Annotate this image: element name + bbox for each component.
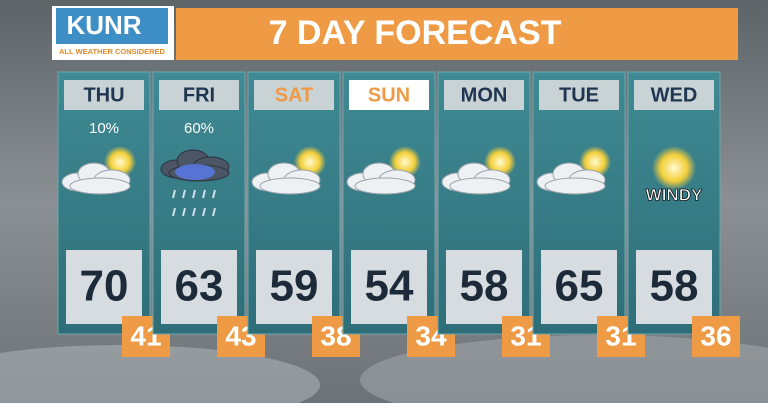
cloud-puff <box>69 177 131 195</box>
weather-note: WINDY <box>646 185 703 204</box>
sun <box>652 146 696 190</box>
day-label-box <box>64 80 144 110</box>
rain-drop <box>182 189 186 199</box>
precip: 10% <box>89 120 119 137</box>
precip: 60% <box>184 120 214 137</box>
high-temp: 58 <box>650 262 699 311</box>
rain-drop <box>202 189 206 199</box>
day-name: TUE <box>559 84 599 106</box>
day-name: SAT <box>275 84 314 106</box>
rain-drop <box>212 207 216 217</box>
high-box <box>446 250 522 324</box>
cloud-bg <box>360 335 768 408</box>
logo-band <box>56 8 168 44</box>
high-temp: 65 <box>555 262 604 311</box>
high-box <box>161 250 237 324</box>
high-box <box>66 250 142 324</box>
rain-drop <box>172 207 176 217</box>
day-label-box <box>634 80 714 110</box>
cloud-puff <box>259 177 321 195</box>
title: 7 DAY FORECAST <box>269 14 562 52</box>
day-label-box <box>254 80 334 110</box>
day-name: FRI <box>183 84 215 106</box>
rain-drop <box>202 207 206 217</box>
high-temp: 54 <box>365 262 414 311</box>
low-box <box>692 316 740 357</box>
title-bar <box>176 8 738 60</box>
rain-drop <box>192 189 196 199</box>
cloud-puff <box>544 177 606 195</box>
high-temp: 58 <box>460 262 509 311</box>
day-name: THU <box>83 84 124 106</box>
high-box <box>541 250 617 324</box>
high-temp: 59 <box>270 262 319 311</box>
rain-drop <box>192 207 196 217</box>
day-name: SUN <box>368 84 410 106</box>
day-label-box <box>539 80 619 110</box>
day-label-box <box>159 80 239 110</box>
logo-name: KUNR <box>66 10 141 40</box>
high-temp: 70 <box>80 262 129 311</box>
day-label-box <box>349 80 429 110</box>
rain-drop <box>172 189 176 199</box>
rain-drop <box>182 207 186 217</box>
high-temp: 63 <box>175 262 224 311</box>
cloud-puff <box>354 177 416 195</box>
cloud-puff <box>449 177 511 195</box>
low-temp: 36 <box>700 320 731 351</box>
high-box <box>351 250 427 324</box>
high-box <box>636 250 712 324</box>
cloud-bg <box>0 345 320 408</box>
days: THU10%7041FRI60%6343SAT5938SUN5434MON583… <box>57 71 740 357</box>
day-name: MON <box>461 84 508 106</box>
rain-drop <box>212 189 216 199</box>
logo-tagline: ALL WEATHER CONSIDERED <box>59 47 166 56</box>
high-box <box>256 250 332 324</box>
day-label-box <box>444 80 524 110</box>
lightning-glow <box>175 164 215 180</box>
day-name: WED <box>651 84 698 106</box>
